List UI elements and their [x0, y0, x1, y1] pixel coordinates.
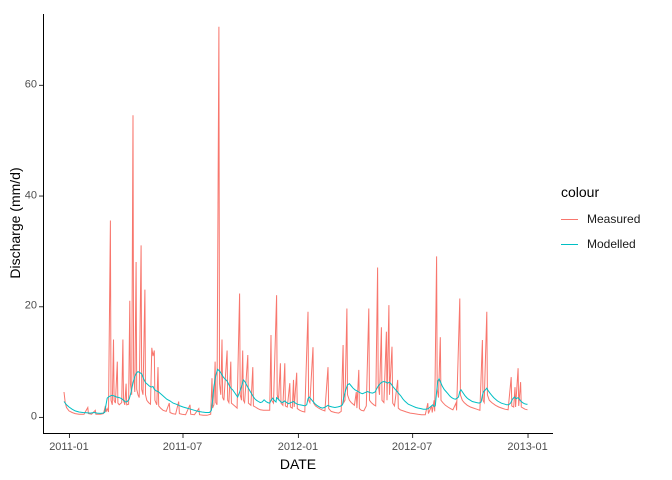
legend: colour Measured Modelled [561, 184, 640, 262]
y-tick-label: 20 [24, 299, 37, 312]
legend-item-modelled: Modelled [561, 237, 640, 251]
series-lines [63, 26, 528, 416]
legend-title: colour [561, 184, 600, 200]
axis-tick-marks [39, 84, 529, 438]
series-line-modelled [63, 368, 528, 414]
legend-label: Modelled [587, 237, 636, 251]
x-tick-label: 2012-01 [277, 441, 319, 453]
y-tick-label: 0 [30, 410, 37, 423]
legend-key-line-icon [561, 218, 578, 220]
x-axis-title: DATE [279, 456, 317, 472]
legend-items: Measured Modelled [561, 212, 640, 251]
y-tick-label: 40 [24, 189, 37, 202]
y-tick-label: 60 [24, 78, 37, 91]
y-axis-title: Discharge (mm/d) [7, 167, 23, 279]
legend-label: Measured [587, 212, 641, 226]
x-tick-label: 2011-01 [49, 441, 89, 453]
series-line-measured [63, 26, 528, 416]
x-tick-label: 2013-01 [507, 441, 548, 453]
x-tick-label: 2011-07 [162, 441, 203, 453]
legend-key-line-icon [561, 243, 578, 245]
x-tick-label: 2012-07 [391, 441, 433, 453]
legend-item-measured: Measured [561, 212, 640, 226]
